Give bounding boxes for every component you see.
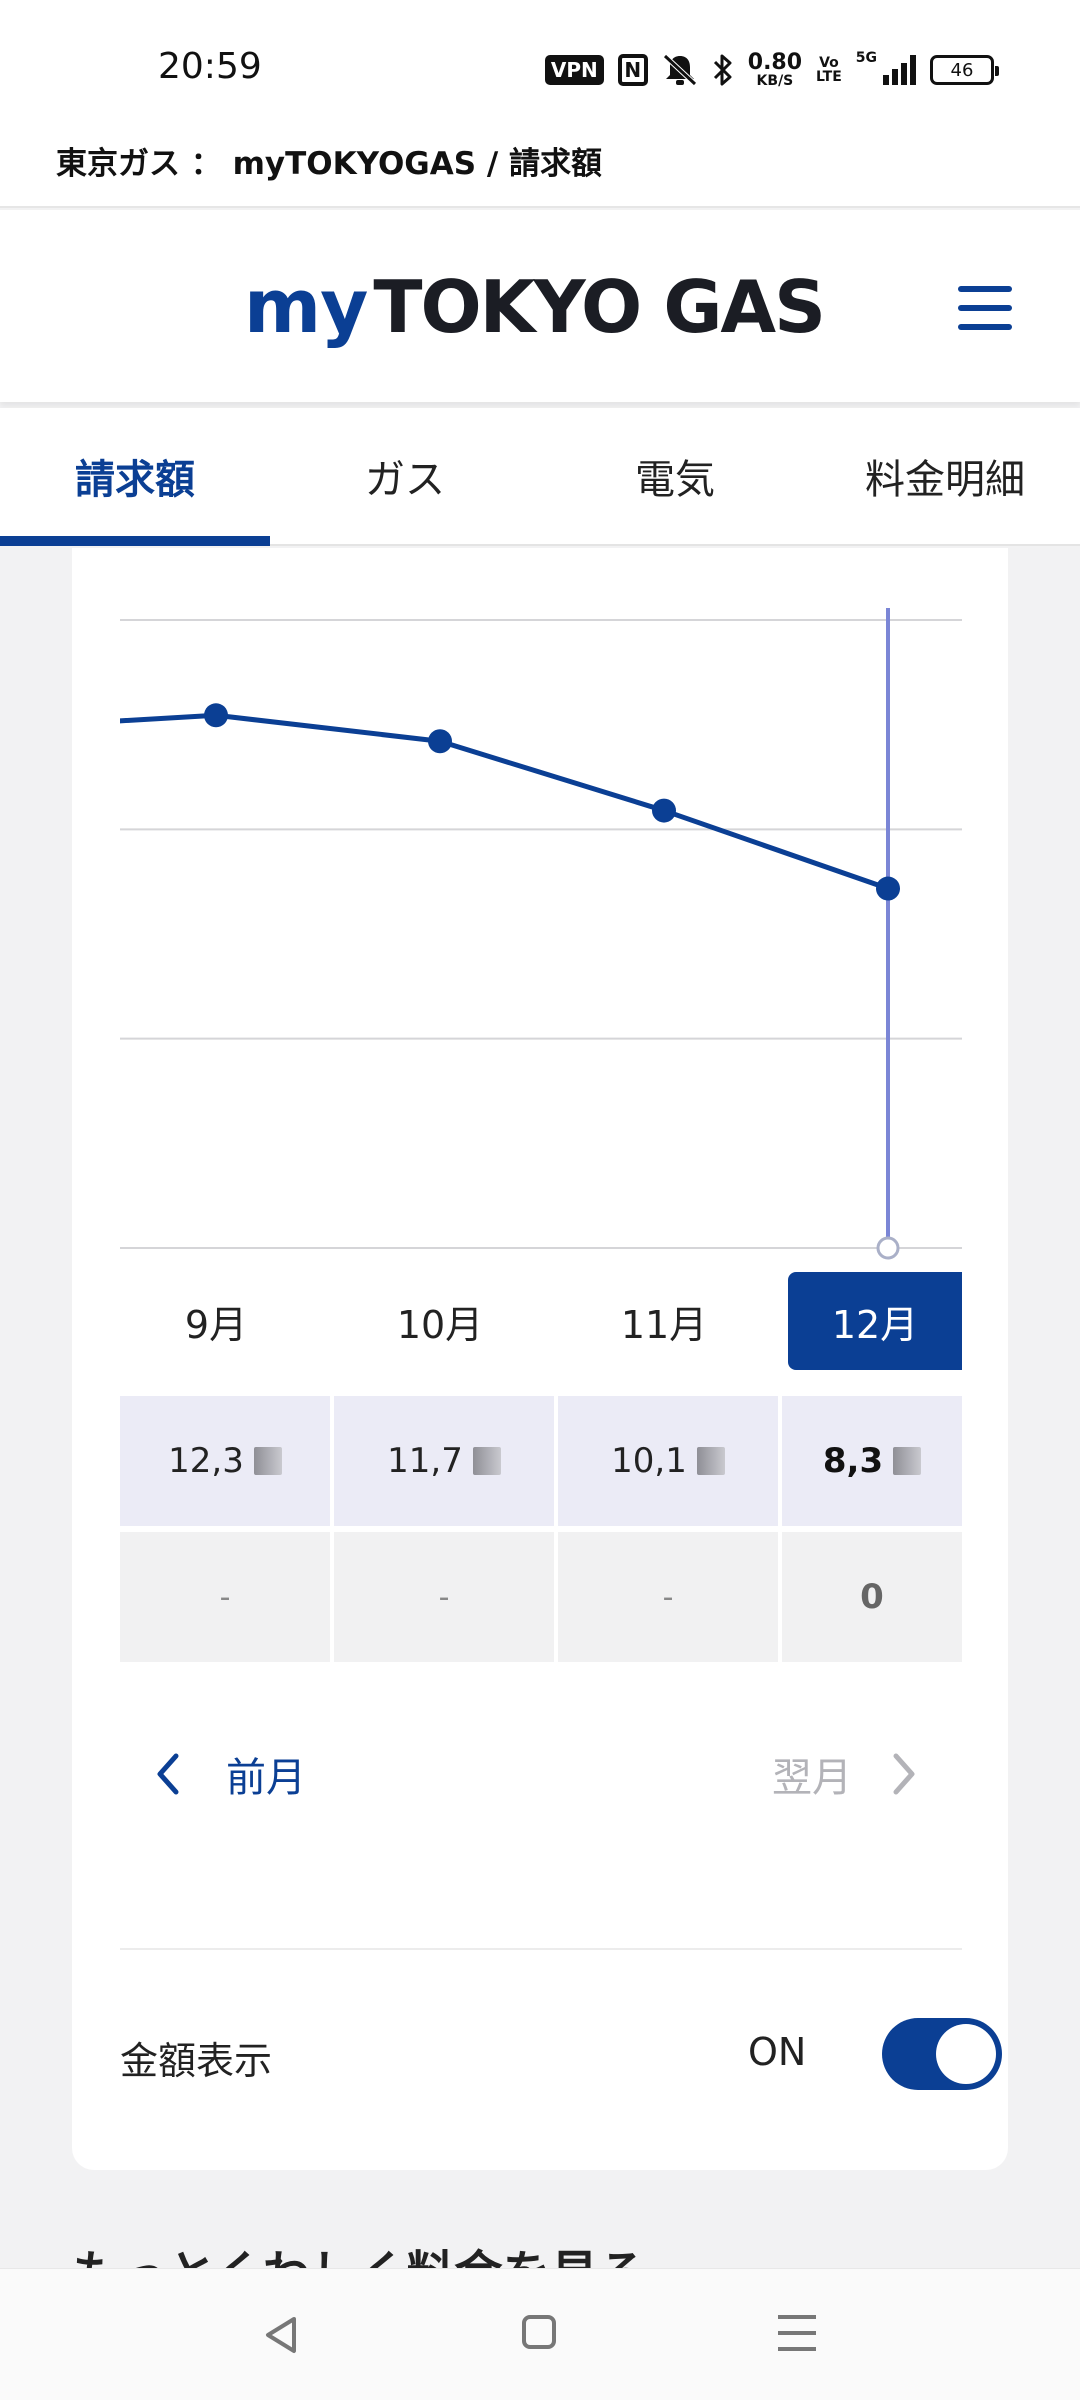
mytokyogas-logo[interactable]: my TOKYO GAS <box>244 264 826 350</box>
secondary-cell: - <box>334 1532 554 1662</box>
month-axis: 9月 10月 11月 12月 <box>120 1272 962 1370</box>
status-bar: 20:59 VPN N 0.80 KB/S Vo LTE 5G 46 <box>0 0 1080 130</box>
status-time: 20:59 <box>158 46 262 87</box>
divider <box>120 1948 962 1950</box>
chart-selection-anchor <box>876 1236 900 1260</box>
amount-value: 8,3 <box>822 1441 884 1481</box>
chart-point-12月 <box>876 876 900 901</box>
logo-brand: TOKYO GAS <box>373 265 826 349</box>
tab-billing[interactable]: 請求額 <box>0 408 270 546</box>
page-title: 東京ガス ： myTOKYOGAS / 請求額 <box>56 146 602 182</box>
amount-value: 12,3 <box>168 1441 244 1481</box>
browser-title-strip: 東京ガス ： myTOKYOGAS / 請求額 <box>0 130 1080 208</box>
net-speed: 0.80 KB/S <box>747 50 803 89</box>
amount-cell[interactable]: 11,7 <box>334 1396 554 1526</box>
battery-icon: 46 <box>930 55 999 85</box>
secondary-row: ---0 <box>120 1532 962 1662</box>
chart-point-11月 <box>652 798 676 823</box>
amount-row: 12,3 11,7 10,1 8,3 <box>120 1396 962 1526</box>
chart-point-10月 <box>428 729 452 754</box>
next-month-button[interactable]: 翌月 <box>772 1744 918 1804</box>
network-type: 5G <box>855 50 877 66</box>
prev-month-button[interactable]: 前月 <box>154 1744 306 1804</box>
system-nav-bar <box>0 2268 1080 2400</box>
app-header: my TOKYO GAS <box>0 210 1080 402</box>
chevron-right-icon <box>893 1753 915 1795</box>
amount-value: 11,7 <box>387 1441 463 1481</box>
secondary-cell: - <box>558 1532 778 1662</box>
billing-line-chart[interactable] <box>72 548 1008 1268</box>
month-pager: 前月 翌月 <box>120 1718 962 1828</box>
amount-cell[interactable]: 12,3 <box>120 1396 330 1526</box>
mute-icon <box>663 54 697 86</box>
chevron-left-icon <box>157 1753 179 1795</box>
billing-card: 9月 10月 11月 12月 12,3 11,7 10,1 8,3 ---0 前月 翌月 金… <box>72 548 1008 2170</box>
tab-electricity[interactable]: 電気 <box>635 457 715 503</box>
logo-my: my <box>244 264 368 350</box>
back-icon[interactable] <box>262 2315 302 2355</box>
toggle-state: ON <box>748 2030 807 2074</box>
amount-cell[interactable]: 8,3 <box>782 1396 962 1526</box>
signal-icon <box>883 55 916 85</box>
month-label-11月[interactable]: 11月 <box>620 1302 708 1347</box>
masked-digits <box>893 1447 922 1475</box>
tab-gas[interactable]: ガス <box>365 457 445 503</box>
prev-month-label: 前月 <box>226 1755 306 1801</box>
month-label-9月[interactable]: 9月 <box>184 1302 248 1347</box>
nfc-icon: N <box>617 54 648 86</box>
hamburger-icon[interactable] <box>954 280 1016 336</box>
month-label-12月[interactable]: 12月 <box>788 1272 962 1370</box>
secondary-cell: 0 <box>782 1532 962 1662</box>
volte-indicator: Vo LTE <box>816 55 842 85</box>
vpn-icon: VPN <box>544 55 604 85</box>
chart-point-9月 <box>204 703 228 728</box>
status-icons: VPN N 0.80 KB/S Vo LTE 5G 46 <box>544 50 999 90</box>
next-month-label: 翌月 <box>772 1755 852 1801</box>
recent-apps-icon[interactable] <box>778 2315 816 2351</box>
bluetooth-icon <box>713 54 732 86</box>
masked-digits <box>696 1447 725 1475</box>
toggle-label: 金額表示 <box>120 2039 273 2083</box>
category-tabs: 請求額 ガス 電気 料金明細 <box>0 408 1080 546</box>
amount-display-switch[interactable] <box>882 2018 1002 2090</box>
secondary-cell: - <box>120 1532 330 1662</box>
amount-value: 10,1 <box>611 1441 687 1481</box>
month-label-10月[interactable]: 10月 <box>396 1302 484 1347</box>
tab-statement[interactable]: 料金明細 <box>865 457 1025 503</box>
masked-digits <box>472 1447 501 1475</box>
amount-display-toggle-row: 金額表示 ON <box>120 2000 1002 2140</box>
home-icon[interactable] <box>522 2315 556 2349</box>
billing-table: 12,3 11,7 10,1 8,3 ---0 <box>120 1396 962 1668</box>
masked-digits <box>253 1447 282 1475</box>
amount-cell[interactable]: 10,1 <box>558 1396 778 1526</box>
chart-series-line <box>120 712 889 891</box>
